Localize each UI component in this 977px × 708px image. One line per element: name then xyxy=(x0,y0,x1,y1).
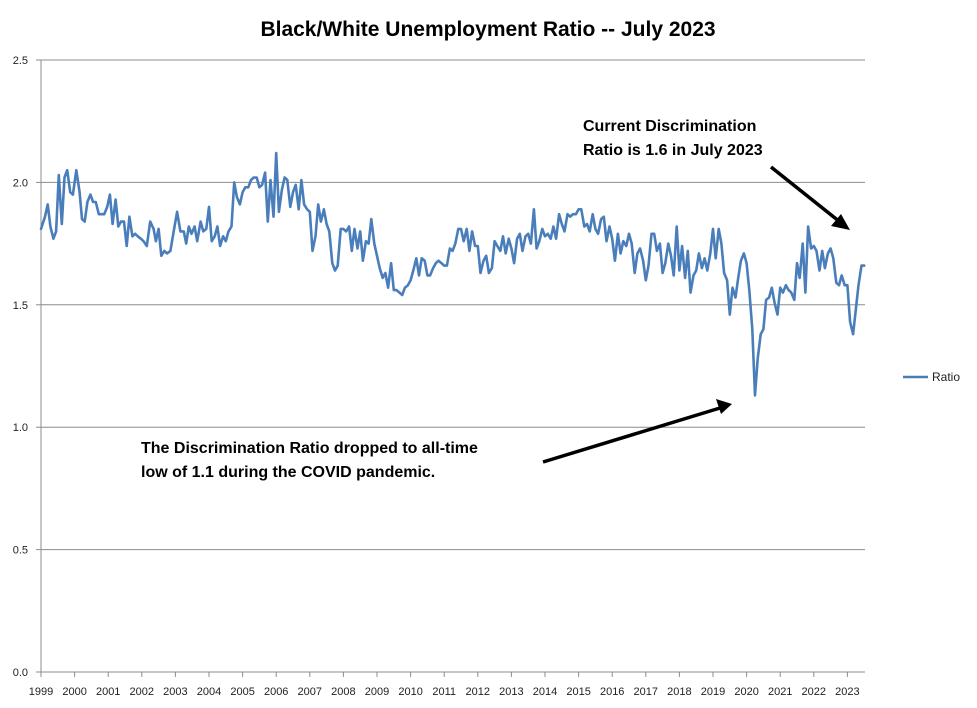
x-tick-label: 2009 xyxy=(365,686,389,698)
x-tick-label: 2008 xyxy=(331,686,355,698)
x-tick-label: 2017 xyxy=(634,686,658,698)
arrowhead-covid xyxy=(716,399,732,414)
annotation-covid-line-2: low of 1.1 during the COVID pandemic. xyxy=(141,464,435,481)
arrowhead-current xyxy=(831,214,850,230)
arrow-covid xyxy=(542,406,721,464)
y-tick-label: 2.5 xyxy=(13,55,28,67)
annotation-current-line-1: Current Discrimination xyxy=(583,118,756,135)
x-tick-label: 2023 xyxy=(835,686,859,698)
x-tick-label: 2000 xyxy=(62,686,86,698)
legend-label-ratio: Ratio xyxy=(932,370,960,384)
x-tick-label: 2019 xyxy=(701,686,725,698)
x-tick-label: 2010 xyxy=(398,686,422,698)
x-tick-label: 2014 xyxy=(533,686,557,698)
axes xyxy=(40,60,865,673)
x-tick-label: 2016 xyxy=(600,686,624,698)
y-tick-label: 1.0 xyxy=(13,422,28,434)
x-tick-label: 2018 xyxy=(667,686,691,698)
legend: Ratio xyxy=(903,370,960,384)
chart-title: Black/White Unemployment Ratio -- July 2… xyxy=(260,18,715,41)
x-tick-label: 2012 xyxy=(466,686,490,698)
y-tick-label: 2.0 xyxy=(13,177,28,189)
annotation-current-line-2: Ratio is 1.6 in July 2023 xyxy=(583,142,763,159)
annotation-covid-line-1: The Discrimination Ratio dropped to all-… xyxy=(141,440,478,457)
x-tick-label: 2005 xyxy=(230,686,254,698)
x-tick-label: 2011 xyxy=(432,686,456,698)
x-tick-label: 2007 xyxy=(298,686,322,698)
y-axis-ticks: 0.0 0.5 1.0 1.5 2.0 2.5 xyxy=(13,55,41,679)
x-tick-label: 2022 xyxy=(802,686,826,698)
x-tick-label: 2001 xyxy=(96,686,120,698)
x-axis-ticks: 1999 2000 2001 2002 2003 2004 2005 2006 2007 2008… xyxy=(29,672,860,698)
y-tick-label: 0.5 xyxy=(13,545,28,557)
x-tick-label: 2002 xyxy=(130,686,154,698)
x-tick-label: 2004 xyxy=(197,686,221,698)
x-tick-label: 2003 xyxy=(163,686,187,698)
x-tick-label: 2013 xyxy=(499,686,523,698)
x-tick-label: 2015 xyxy=(566,686,590,698)
series-line-ratio xyxy=(39,151,866,397)
gridlines xyxy=(41,59,865,551)
y-tick-label: 0.0 xyxy=(13,667,28,679)
y-tick-label: 1.5 xyxy=(13,300,28,312)
annotations: Current Discrimination Ratio is 1.6 in J… xyxy=(141,118,850,481)
x-tick-label: 2006 xyxy=(264,686,288,698)
x-tick-label: 2020 xyxy=(734,686,758,698)
arrow-current xyxy=(769,165,842,224)
x-tick-label: 2021 xyxy=(768,686,792,698)
x-tick-label: 1999 xyxy=(29,686,53,698)
